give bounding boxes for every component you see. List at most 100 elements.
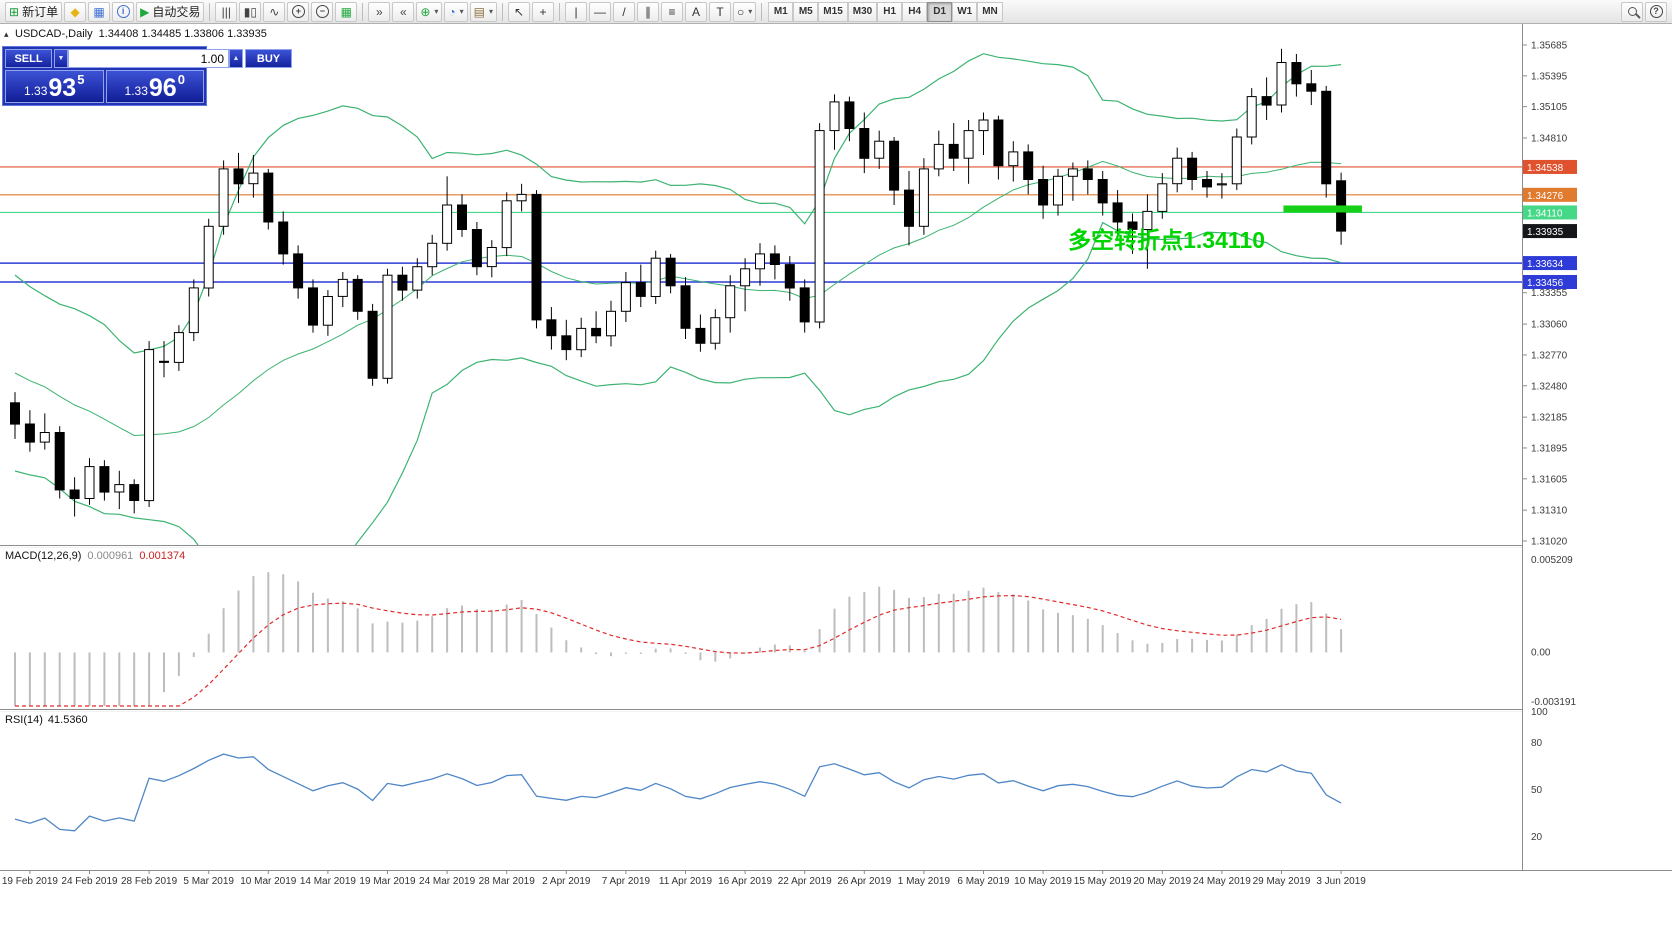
crosshair-button[interactable]: + xyxy=(532,1,555,22)
candle-body xyxy=(486,247,497,268)
shapes-button[interactable]: ○ ▾ xyxy=(733,1,757,22)
buy-button[interactable]: BUY xyxy=(245,49,292,68)
periods-icon: ◔ xyxy=(448,4,456,19)
auto-trading-button[interactable]: ▶ 自动交易 xyxy=(136,1,205,22)
time-tick-label: 10 May 2019 xyxy=(1014,876,1072,887)
macd-bar xyxy=(237,590,240,653)
text-label-icon: T xyxy=(716,4,724,19)
one-click-trading-panel: SELL ▼ ▲ BUY 1.33 93 5 1.33 96 0 xyxy=(2,46,292,106)
candle-body xyxy=(1097,179,1108,204)
candle-body xyxy=(352,278,363,312)
candle-body xyxy=(859,128,870,159)
auto-scroll-button[interactable]: » xyxy=(368,1,391,22)
candle-body xyxy=(591,327,602,337)
candle-body xyxy=(397,274,408,291)
macd-bar xyxy=(759,647,761,653)
pivot-highlight-bar[interactable] xyxy=(1283,205,1362,213)
macd-bar xyxy=(133,652,136,706)
timeframe-m1[interactable]: M1 xyxy=(768,1,794,22)
candle-body xyxy=(1127,221,1138,230)
candle-body xyxy=(337,278,348,297)
candle-body xyxy=(24,423,35,443)
candle-body xyxy=(203,225,214,289)
candle-body xyxy=(1246,96,1257,138)
info-icon: i xyxy=(116,5,130,18)
candle-body xyxy=(1008,151,1019,167)
candle-body xyxy=(114,484,125,493)
timeframe-m15[interactable]: M15 xyxy=(818,1,848,22)
new-order-button[interactable]: ⊞ 新订单 xyxy=(5,1,63,22)
chart-area[interactable]: 多空转折点1.34110 MACD(12,26,9) 0.000961 0.00137… xyxy=(0,24,1672,947)
candle-body xyxy=(1231,136,1242,185)
help-icon: ? xyxy=(1649,5,1663,18)
periods-button[interactable]: ◔ ▾ xyxy=(444,1,468,22)
zoom-in-button[interactable]: + xyxy=(287,1,310,22)
timeframe-m5[interactable]: M5 xyxy=(793,1,819,22)
indicators-icon: ⊕ xyxy=(420,4,431,19)
macd-bar xyxy=(282,574,285,653)
templates-button[interactable]: ▤ ▾ xyxy=(469,1,498,22)
macd-bar xyxy=(1012,594,1015,653)
toolbar: ⊞ 新订单 ◆ ▦ i ▶ 自动交易 ||| ▮▯ ∿ + − ▦» «⊕ ▾ ◔ ▾ ▤ ▾ ↖ + | — / ∥ ≡ A T ○ ▾… xyxy=(0,0,1672,24)
vertical-line-icon: | xyxy=(574,4,578,19)
candle-body xyxy=(442,204,453,244)
timeframe-w1[interactable]: W1 xyxy=(952,1,978,22)
chart-shift-button[interactable]: « xyxy=(392,1,415,22)
cursor-button[interactable]: ↖ xyxy=(508,1,531,22)
fibonacci-button[interactable]: ≡ xyxy=(661,1,684,22)
time-axis: 19 Feb 2019 24 Feb 2019 28 Feb 2019 5 Mar 2… xyxy=(0,870,1672,887)
vertical-line-button[interactable]: | xyxy=(565,1,588,22)
candlestick-chart-button[interactable]: ▮▯ xyxy=(239,1,262,22)
price-axis-background[interactable] xyxy=(1522,24,1672,947)
timeframe-mn[interactable]: MN xyxy=(977,1,1003,22)
equidistant-channel-button[interactable]: ∥ xyxy=(637,1,660,22)
market-watch-button[interactable]: ▦ xyxy=(88,1,111,22)
tile-windows-button[interactable]: ▦ xyxy=(335,1,358,22)
price-tick-label: 1.32185 xyxy=(1531,413,1568,424)
volume-input[interactable] xyxy=(68,49,229,68)
market-watch-icon: ▦ xyxy=(93,4,105,19)
candle-body xyxy=(501,200,512,249)
indicators-button[interactable]: ⊕ ▾ xyxy=(416,1,443,22)
macd-bar xyxy=(1235,634,1238,653)
horizontal-line-button[interactable]: — xyxy=(589,1,612,22)
timeframe-d1[interactable]: D1 xyxy=(927,1,953,22)
zoom-out-button[interactable]: − xyxy=(311,1,334,22)
macd-bar xyxy=(461,605,463,653)
time-tick-label: 10 Mar 2019 xyxy=(240,876,297,887)
candle-body xyxy=(531,193,542,321)
time-tick-label: 24 May 2019 xyxy=(1193,876,1251,887)
bar-chart-button[interactable]: ||| xyxy=(215,1,238,22)
sell-price-button[interactable]: 1.33 93 5 xyxy=(5,70,104,103)
macd-bar xyxy=(1161,642,1164,653)
volume-increase-button[interactable]: ▲ xyxy=(229,49,243,68)
timeframe-h1[interactable]: H1 xyxy=(877,1,903,22)
info-button[interactable]: i xyxy=(112,1,135,22)
timeframe-m30[interactable]: M30 xyxy=(847,1,878,22)
macd-axis-zero: 0.00 xyxy=(1531,647,1551,658)
macd-bar xyxy=(952,593,955,653)
macd-bar xyxy=(863,592,866,653)
buy-price-button[interactable]: 1.33 96 0 xyxy=(105,70,204,103)
search-button[interactable] xyxy=(1621,1,1643,22)
time-tick-label: 16 Apr 2019 xyxy=(718,876,772,887)
macd-bar xyxy=(639,652,642,654)
auto-trading-icon: ▶ xyxy=(140,4,150,19)
line-chart-button[interactable]: ∿ xyxy=(263,1,286,22)
text-label-button[interactable]: T xyxy=(709,1,732,22)
sell-button[interactable]: SELL xyxy=(5,49,52,68)
trendline-button[interactable]: / xyxy=(613,1,636,22)
macd-bar xyxy=(1295,604,1298,653)
volume-decrease-button[interactable]: ▼ xyxy=(54,49,68,68)
time-tick-label: 11 Apr 2019 xyxy=(659,876,713,887)
text-button[interactable]: A xyxy=(685,1,708,22)
timeframe-h4[interactable]: H4 xyxy=(902,1,928,22)
symbols-button[interactable]: ◆ xyxy=(64,1,87,22)
candle-body xyxy=(546,319,557,337)
help-button[interactable]: ? xyxy=(1645,1,1667,22)
price-tag-label-1.33456: 1.33456 xyxy=(1527,278,1564,289)
rsi-axis-label: 80 xyxy=(1531,738,1543,749)
periods-caret-icon: ▾ xyxy=(459,7,464,16)
candle-body xyxy=(10,402,20,425)
candle-body xyxy=(844,101,855,130)
